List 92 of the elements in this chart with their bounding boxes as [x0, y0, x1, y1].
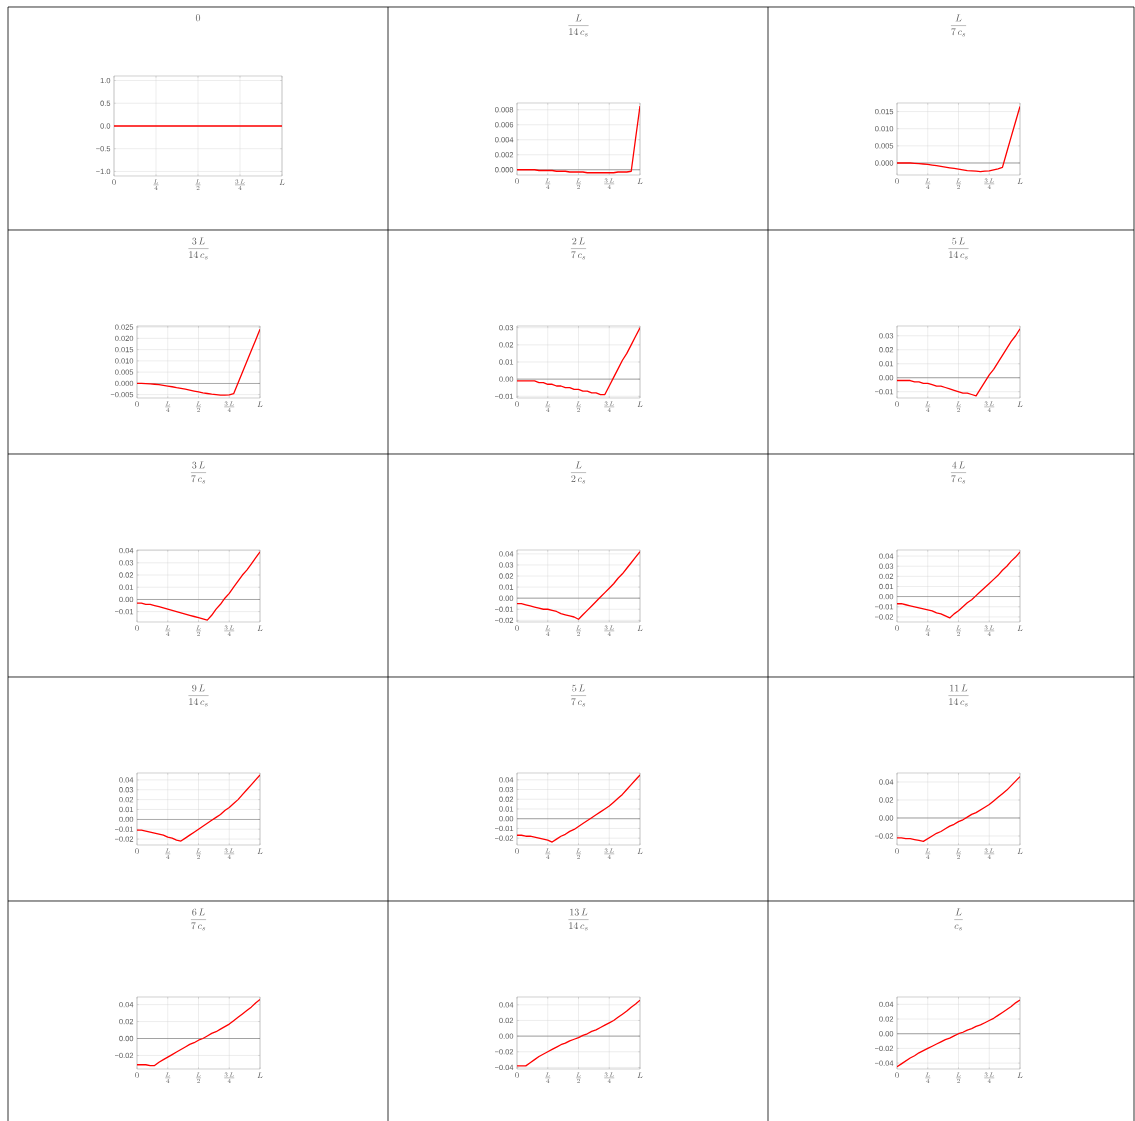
x-tick-label: $L$	[257, 1072, 263, 1078]
x-tick-label: $L$	[257, 848, 263, 854]
x-tick-label: $L$	[1017, 1072, 1023, 1078]
x-tick-label: $\frac{L}{4}$	[153, 179, 159, 190]
x-tick-label: $\frac{L}{2}$	[195, 179, 201, 190]
x-tick-label: $0$	[895, 625, 899, 631]
x-tick-label: $L$	[637, 625, 643, 631]
x-tick-label: $\frac{L}{4}$	[925, 401, 931, 412]
x-tick-label: $\frac{3\,L}{4}$	[604, 1072, 615, 1083]
x-tick-label: $0$	[895, 848, 899, 854]
chart-title: $\frac{9\,L}{14\,c_s}$	[188, 684, 209, 707]
x-tick-label: $L$	[637, 1072, 643, 1078]
chart-title: $\frac{6\,L}{7\,c_s}$	[190, 908, 207, 931]
x-tick-label: $\frac{L}{2}$	[575, 625, 582, 636]
chart-title: $\frac{3\,L}{14\,c_s}$	[188, 237, 209, 260]
chart-title: $\frac{11\,L}{14\,c_s}$	[948, 684, 969, 707]
x-tick-label: $\frac{3\,L}{4}$	[984, 178, 995, 189]
x-tick-label: $\frac{L}{4}$	[925, 178, 931, 189]
x-tick-label: $\frac{L}{2}$	[195, 401, 202, 412]
x-tick-label: $\frac{3\,L}{4}$	[604, 625, 615, 636]
x-tick-label: $\frac{L}{2}$	[955, 401, 962, 412]
x-tick-label: $0$	[135, 848, 139, 854]
x-tick-label: $\frac{L}{4}$	[545, 178, 551, 189]
x-tick-label: $\frac{3\,L}{4}$	[224, 848, 235, 859]
x-tick-label: $L$	[637, 178, 643, 184]
chart-title: $\frac{L}{7\,c_s}$	[950, 14, 967, 37]
x-tick-label: $\frac{L}{2}$	[575, 178, 582, 189]
x-tick-label: $L$	[1017, 625, 1023, 631]
x-tick-label: $\frac{3\,L}{4}$	[224, 1072, 235, 1083]
x-tick-label: $\frac{L}{2}$	[955, 625, 962, 636]
x-tick-label: $\frac{L}{4}$	[165, 848, 171, 859]
line-series	[517, 550, 641, 620]
x-tick-label: $\frac{L}{2}$	[195, 848, 202, 859]
x-tick-label: $\frac{L}{4}$	[925, 625, 931, 636]
x-tick-label: $0$	[135, 1072, 139, 1078]
x-tick-label: $\frac{L}{2}$	[955, 1072, 962, 1083]
x-tick-label: $0$	[515, 1072, 519, 1078]
x-tick-label: $\frac{L}{4}$	[545, 401, 551, 412]
x-tick-label: $\frac{L}{4}$	[545, 848, 551, 859]
x-tick-label: $0$	[515, 625, 519, 631]
x-tick-label: $0$	[895, 178, 899, 184]
x-tick-label: $\frac{3\,L}{4}$	[984, 401, 995, 412]
x-tick-label: $\frac{3\,L}{4}$	[604, 401, 615, 412]
x-tick-label: $\frac{L}{4}$	[925, 848, 931, 859]
line-series	[137, 550, 261, 621]
chart-title: $\frac{13\,L}{14\,c_s}$	[568, 908, 589, 931]
x-tick-label: $\frac{L}{2}$	[955, 848, 962, 859]
chart-title: $0$	[195, 14, 201, 21]
chart-title: $\frac{L}{14\,c_s}$	[568, 14, 589, 37]
x-tick-label: $\frac{3\,L}{4}$	[984, 625, 995, 636]
x-tick-label: $\frac{L}{4}$	[545, 625, 551, 636]
x-tick-label: $L$	[1017, 848, 1023, 854]
x-tick-label: $L$	[257, 401, 263, 407]
x-tick-label: $\frac{3\,L}{4}$	[984, 848, 995, 859]
x-tick-label: $\frac{L}{2}$	[195, 625, 202, 636]
x-tick-label: $\frac{L}{4}$	[925, 1072, 931, 1083]
x-tick-label: $L$	[1017, 178, 1023, 184]
x-tick-label: $\frac{3\,L}{4}$	[235, 179, 245, 190]
x-tick-label: $\frac{L}{2}$	[575, 1072, 582, 1083]
x-tick-label: $\frac{L}{2}$	[575, 848, 582, 859]
chart-title: $\frac{5\,L}{14\,c_s}$	[948, 237, 969, 260]
x-tick-label: $\frac{L}{4}$	[545, 1072, 551, 1083]
x-tick-label: $0$	[112, 179, 116, 185]
x-tick-label: $\frac{L}{2}$	[575, 401, 582, 412]
x-tick-label: $L$	[637, 848, 643, 854]
x-tick-label: $\frac{3\,L}{4}$	[224, 401, 235, 412]
x-tick-label: $\frac{L}{4}$	[165, 625, 171, 636]
x-tick-label: $0$	[515, 178, 519, 184]
x-tick-label: $0$	[515, 401, 519, 407]
x-tick-label: $L$	[257, 625, 263, 631]
x-tick-label: $0$	[895, 401, 899, 407]
chart-title: $\frac{L}{c_s}$	[954, 908, 963, 931]
x-tick-label: $\frac{L}{2}$	[195, 1072, 202, 1083]
x-tick-label: $0$	[135, 625, 139, 631]
x-tick-label: $L$	[1017, 401, 1023, 407]
x-tick-label: $\frac{3\,L}{4}$	[604, 178, 615, 189]
chart-title: $\frac{4\,L}{7\,c_s}$	[950, 461, 967, 484]
x-tick-label: $L$	[637, 401, 643, 407]
x-tick-label: $\frac{L}{2}$	[955, 178, 962, 189]
x-tick-label: $\frac{L}{4}$	[165, 401, 171, 412]
chart-title: $\frac{2\,L}{7\,c_s}$	[570, 237, 587, 260]
x-tick-label: $L$	[279, 179, 285, 185]
x-tick-label: $\frac{3\,L}{4}$	[604, 848, 615, 859]
x-tick-label: $\frac{3\,L}{4}$	[984, 1072, 995, 1083]
x-tick-label: $0$	[515, 848, 519, 854]
x-tick-label: $0$	[135, 401, 139, 407]
chart-title: $\frac{5\,L}{7\,c_s}$	[570, 684, 587, 707]
x-tick-label: $\frac{3\,L}{4}$	[224, 625, 235, 636]
x-tick-label: $\frac{L}{4}$	[165, 1072, 171, 1083]
chart-title: $\frac{3\,L}{7\,c_s}$	[190, 461, 207, 484]
x-tick-label: $0$	[895, 1072, 899, 1078]
chart-title: $\frac{L}{2\,c_s}$	[570, 461, 587, 484]
